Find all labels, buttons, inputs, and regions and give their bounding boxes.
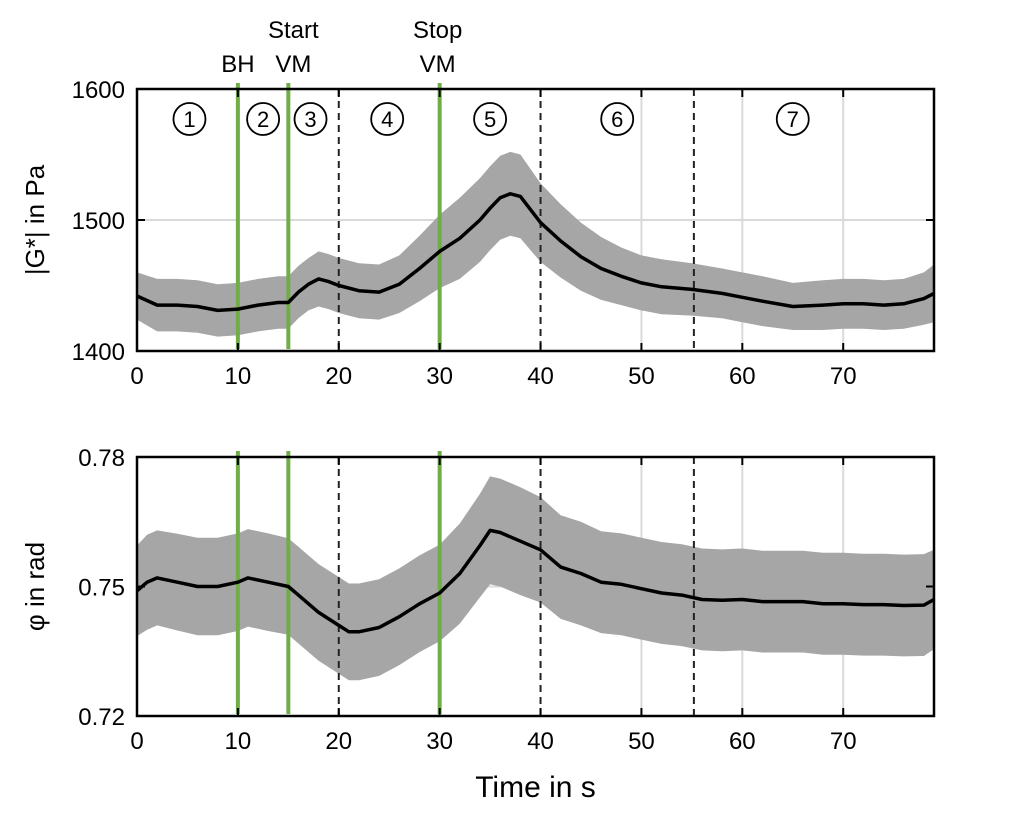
phase-marker: 2 xyxy=(246,102,281,136)
top-x-tick-label: 50 xyxy=(628,363,655,390)
top-y-tick-label: 1500 xyxy=(72,208,125,235)
phase-number: 7 xyxy=(787,107,799,132)
bottom-band xyxy=(137,476,934,681)
phase-marker: 1 xyxy=(172,102,207,136)
bot-y-tick-label: 0.72 xyxy=(78,704,125,731)
bot-x-tick-label: 60 xyxy=(729,728,756,755)
bottom-y-axis-label: φ in rad xyxy=(20,542,50,631)
bottom-series-line xyxy=(135,528,935,634)
phase-number: 1 xyxy=(183,107,195,132)
phase-circle xyxy=(246,102,281,136)
top-y-tick-label: 1400 xyxy=(72,339,125,366)
top-vlines xyxy=(235,83,695,351)
bot-y-tick-label: 0.75 xyxy=(78,575,125,602)
phase-marker: 3 xyxy=(293,102,328,136)
top-panel: 0 10 20 30 40 50 60 70 1400 1500 1600 1 2 3 4 5 6 7 |G*|… xyxy=(20,77,936,390)
top-y-tick-label: 1600 xyxy=(72,77,125,104)
bh-annotation: BH xyxy=(221,51,254,78)
phase-markers: 1 2 3 4 5 6 7 xyxy=(172,102,810,136)
bot-x-tick-label: 50 xyxy=(628,728,655,755)
phase-circle xyxy=(293,102,328,136)
phase-number: 5 xyxy=(484,107,496,132)
top-y-axis-label: |G*| in Pa xyxy=(20,164,50,275)
start-vm-annotation-line1: Start xyxy=(268,17,319,44)
bot-y-tick-label: 0.78 xyxy=(78,445,125,472)
phase-number: 4 xyxy=(381,107,393,132)
top-x-tick-label: 70 xyxy=(830,363,857,390)
stop-vm-annotation-line1: Stop xyxy=(413,17,462,44)
phase-circle xyxy=(473,102,508,136)
bottom-ticks: 0 10 20 30 40 50 60 70 0.72 0.75 0.78 xyxy=(78,445,934,755)
phase-number: 6 xyxy=(611,107,623,132)
bottom-panel: 0 10 20 30 40 50 60 70 0.72 0.75 0.78 φ in rad Tim… xyxy=(20,445,936,804)
bot-x-tick-label: 0 xyxy=(130,728,143,755)
top-x-tick-label: 60 xyxy=(729,363,756,390)
top-x-tick-label: 30 xyxy=(426,363,453,390)
bot-x-tick-label: 40 xyxy=(527,728,554,755)
bot-x-tick-label: 20 xyxy=(325,728,352,755)
top-series-line xyxy=(136,192,935,313)
phase-circle xyxy=(600,102,635,136)
event-annotations: BH Start VM Stop VM xyxy=(221,17,462,78)
top-x-tick-label: 0 xyxy=(130,363,143,390)
stop-vm-annotation-line2: VM xyxy=(420,51,456,78)
phase-circle xyxy=(172,102,207,136)
phase-circle xyxy=(775,102,810,136)
phase-number: 2 xyxy=(257,107,269,132)
phase-marker: 5 xyxy=(473,102,508,136)
bot-x-tick-label: 30 xyxy=(426,728,453,755)
x-axis-label: Time in s xyxy=(475,771,596,804)
top-x-tick-label: 10 xyxy=(225,363,252,390)
bot-x-tick-label: 10 xyxy=(225,728,252,755)
bot-x-tick-label: 70 xyxy=(830,728,857,755)
start-vm-annotation-line2: VM xyxy=(275,51,311,78)
phase-marker: 7 xyxy=(775,102,810,136)
phase-number: 3 xyxy=(304,107,316,132)
top-x-tick-label: 20 xyxy=(325,363,352,390)
top-band xyxy=(137,151,934,337)
phase-marker: 6 xyxy=(600,102,635,136)
phase-circle xyxy=(370,102,405,136)
top-x-tick-label: 40 xyxy=(527,363,554,390)
phase-marker: 4 xyxy=(370,102,405,136)
top-ticks: 0 10 20 30 40 50 60 70 1400 1500 1600 xyxy=(72,77,934,390)
